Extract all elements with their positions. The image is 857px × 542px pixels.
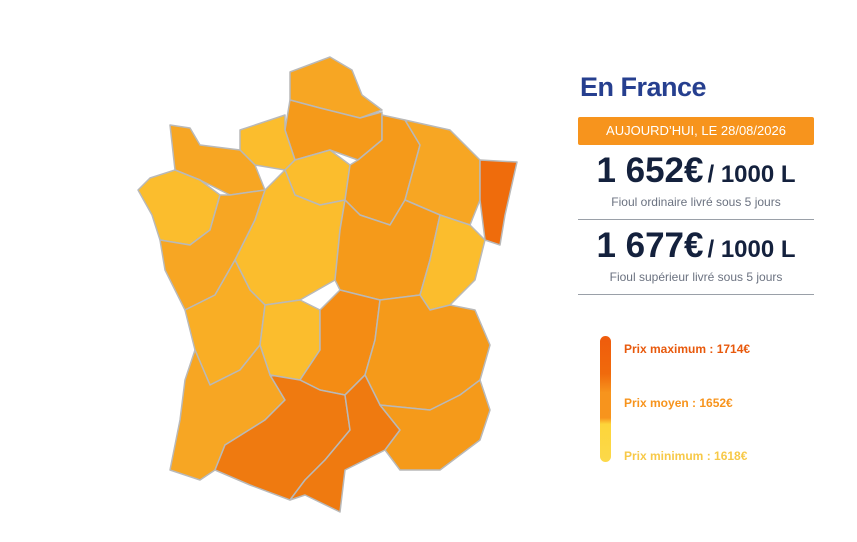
legend-min: Prix minimum : 1618€ (624, 449, 748, 463)
panel-title: En France (580, 72, 707, 102)
price-label: Fioul supérieur livré sous 5 jours (609, 270, 783, 284)
price-unit: / 1000 L (707, 236, 796, 263)
region (479, 159, 518, 246)
france-map (137, 56, 518, 513)
price-value: 1 677€ (596, 226, 704, 265)
price-panel: En France AUJOURD’HUI, LE 28/08/2026 1 6… (578, 72, 814, 295)
price-block: 1 652€/ 1000 L Fioul ordinaire livré sou… (578, 145, 814, 220)
price-block: 1 677€/ 1000 L Fioul supérieur livré sou… (578, 220, 814, 295)
price-label: Fioul ordinaire livré sous 5 jours (611, 195, 781, 209)
price-unit: / 1000 L (707, 161, 796, 188)
region (379, 379, 491, 471)
price-value: 1 652€ (596, 151, 704, 190)
legend-max: Prix maximum : 1714€ (624, 342, 751, 356)
legend-mean: Prix moyen : 1652€ (624, 396, 733, 410)
date-banner: AUJOURD’HUI, LE 28/08/2026 (578, 117, 814, 145)
legend-gradient (600, 336, 611, 462)
